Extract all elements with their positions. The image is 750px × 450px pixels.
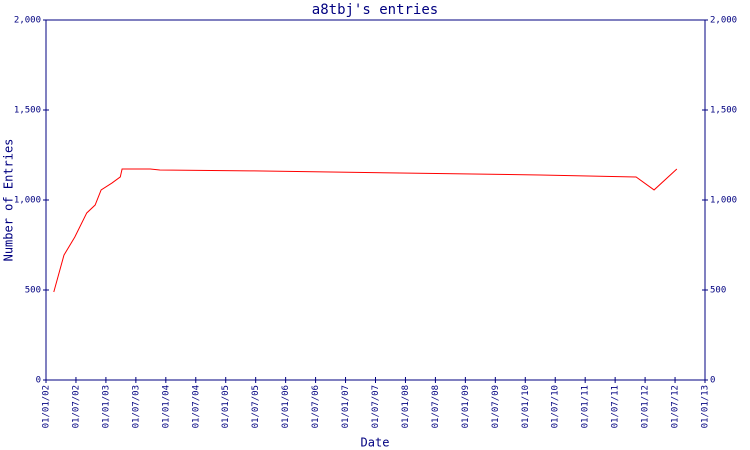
x-tick-label: 01/07/10 bbox=[551, 385, 561, 428]
y2-tick-label: 500 bbox=[710, 286, 726, 296]
y2-tick-label: 1,000 bbox=[710, 196, 737, 206]
x-tick-label: 01/01/08 bbox=[401, 385, 411, 428]
x-tick-label: 01/01/10 bbox=[521, 385, 531, 428]
x-tick-label: 01/01/12 bbox=[641, 385, 651, 428]
x-tick-label: 01/01/02 bbox=[42, 385, 52, 428]
y-tick-label: 500 bbox=[25, 286, 41, 296]
y-tick-label: 0 bbox=[36, 376, 41, 386]
chart-title: a8tbj's entries bbox=[312, 2, 438, 18]
x-tick-label: 01/01/07 bbox=[341, 385, 351, 428]
x-tick-label: 01/01/04 bbox=[161, 385, 171, 428]
x-tick-label: 01/07/03 bbox=[131, 385, 141, 428]
y2-tick-label: 1,500 bbox=[710, 106, 737, 116]
y2-tick-label: 2,000 bbox=[710, 16, 737, 26]
x-tick-label: 01/07/12 bbox=[671, 385, 681, 428]
y-axis-label: Number of Entries bbox=[2, 139, 16, 262]
x-tick-label: 01/01/13 bbox=[701, 385, 711, 428]
x-tick-label: 01/07/11 bbox=[611, 385, 621, 428]
x-tick-label: 01/07/05 bbox=[251, 385, 261, 428]
y2-tick-label: 0 bbox=[710, 376, 715, 386]
x-tick-label: 01/01/05 bbox=[221, 385, 231, 428]
x-tick-label: 01/07/08 bbox=[431, 385, 441, 428]
x-tick-label: 01/07/07 bbox=[371, 385, 381, 428]
plot-frame bbox=[45, 19, 706, 381]
y-tick-label: 2,000 bbox=[14, 16, 41, 26]
y-tick-label: 1,000 bbox=[14, 196, 41, 206]
x-tick-label: 01/01/09 bbox=[461, 385, 471, 428]
x-tick-label: 01/07/02 bbox=[71, 385, 81, 428]
x-tick-label: 01/01/11 bbox=[581, 385, 591, 428]
x-tick-label: 01/07/04 bbox=[191, 385, 201, 428]
data-line bbox=[53, 168, 678, 293]
y-tick-label: 1,500 bbox=[14, 106, 41, 116]
x-tick-label: 01/07/06 bbox=[311, 385, 321, 428]
x-tick-label: 01/01/03 bbox=[101, 385, 111, 428]
x-axis-label: Date bbox=[361, 436, 390, 450]
x-tick-label: 01/07/09 bbox=[491, 385, 501, 428]
x-tick-label: 01/01/06 bbox=[281, 385, 291, 428]
